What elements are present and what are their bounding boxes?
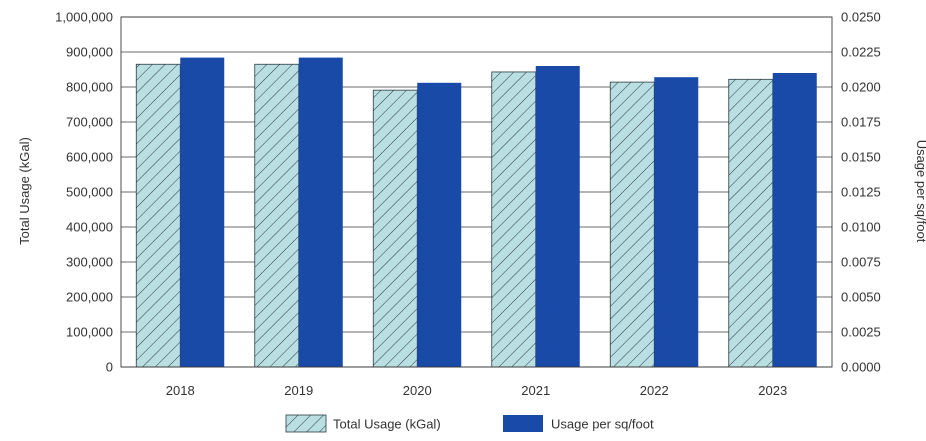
- y-tick-label: 1,000,000: [55, 10, 113, 25]
- y-tick-label: 600,000: [66, 150, 113, 165]
- bars: [135, 57, 817, 368]
- bar-usage-per-sqft: [298, 57, 343, 367]
- gridlines: [121, 16, 832, 368]
- y-tick-label: 400,000: [66, 220, 113, 235]
- y2-axis-title: Usage per sq/foot: [914, 140, 926, 243]
- plot-area-frame: [120, 16, 833, 368]
- bar-usage-per-sqft: [535, 66, 580, 367]
- y2-tick-label: 0.0050: [841, 290, 881, 305]
- y2-tick-label: 0.0200: [841, 80, 881, 95]
- y2-tick-label: 0.0150: [841, 150, 881, 165]
- bar-total-usage: [491, 71, 537, 368]
- x-tick-label: 2021: [521, 383, 550, 398]
- y2-tick-label: 0.0100: [841, 220, 881, 235]
- y-tick-label: 800,000: [66, 80, 113, 95]
- y-tick-label: 500,000: [66, 185, 113, 200]
- legend-swatch-usage-per-sqft: [503, 415, 543, 432]
- x-tick-label: 2020: [403, 383, 432, 398]
- y2-tick-label: 0.0075: [841, 255, 881, 270]
- legend-label-usage-per-sqft: Usage per sq/foot: [551, 417, 654, 432]
- y2-tick-label: 0.0175: [841, 115, 881, 130]
- y-axis-title: Total Usage (kGal): [17, 137, 32, 245]
- x-tick-label: 2023: [758, 383, 787, 398]
- right-axis-ticks: 0.0000 0.0025 0.0050 0.0075 0.0100 0.0125 0.01…: [841, 10, 881, 375]
- bar-usage-per-sqft: [654, 77, 699, 367]
- y-tick-label: 900,000: [66, 45, 113, 60]
- x-axis-ticks: 2018 2019 2020 2021 2022 2023: [166, 383, 787, 398]
- y2-tick-label: 0.0250: [841, 10, 881, 25]
- y2-tick-label: 0.0000: [841, 360, 881, 375]
- bar-total-usage: [728, 78, 774, 368]
- x-tick-label: 2019: [284, 383, 313, 398]
- y-tick-label: 0: [106, 360, 113, 375]
- y-tick-label: 200,000: [66, 290, 113, 305]
- legend-swatch-total-usage: [285, 414, 327, 433]
- y2-tick-label: 0.0125: [841, 185, 881, 200]
- x-tick-label: 2022: [640, 383, 669, 398]
- bar-total-usage: [372, 89, 418, 368]
- y-tick-label: 300,000: [66, 255, 113, 270]
- bar-usage-per-sqft: [772, 73, 817, 367]
- bar-total-usage: [135, 63, 181, 368]
- y-tick-label: 700,000: [66, 115, 113, 130]
- bar-total-usage: [609, 81, 655, 368]
- legend-label-total-usage: Total Usage (kGal): [333, 417, 441, 432]
- y-tick-label: 100,000: [66, 325, 113, 340]
- y2-tick-label: 0.0225: [841, 45, 881, 60]
- x-tick-label: 2018: [166, 383, 195, 398]
- bar-usage-per-sqft: [180, 57, 225, 367]
- left-axis-ticks: 0 100,000 200,000 300,000 400,000 500,000 600,…: [55, 10, 113, 375]
- bar-usage-per-sqft: [417, 82, 462, 368]
- legend: Total Usage (kGal) Usage per sq/foot: [285, 414, 654, 433]
- y2-tick-label: 0.0025: [841, 325, 881, 340]
- bar-total-usage: [254, 63, 300, 368]
